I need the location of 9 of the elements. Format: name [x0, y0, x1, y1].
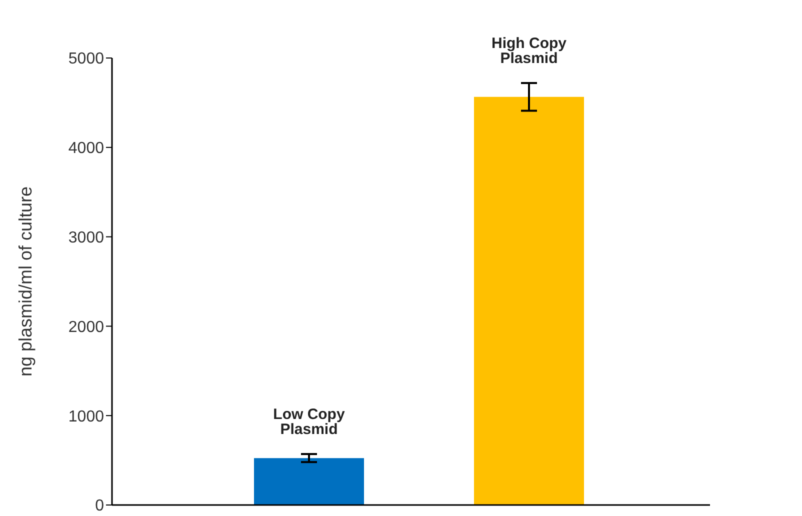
y-tick-label: 1000 — [68, 408, 104, 426]
x-tick-label: High Copy Plasmid — [492, 35, 568, 68]
y-tick-label: 2000 — [68, 318, 104, 336]
y-tick-label: 0 — [95, 498, 104, 515]
x-tick-label: Low Copy Plasmid — [273, 406, 346, 438]
y-tick-label: 4000 — [68, 140, 104, 158]
y-axis-title: ng plasmid/ml of culture — [15, 186, 36, 377]
y-tick-label: 5000 — [68, 50, 104, 68]
y-tick-label: 3000 — [68, 229, 104, 246]
